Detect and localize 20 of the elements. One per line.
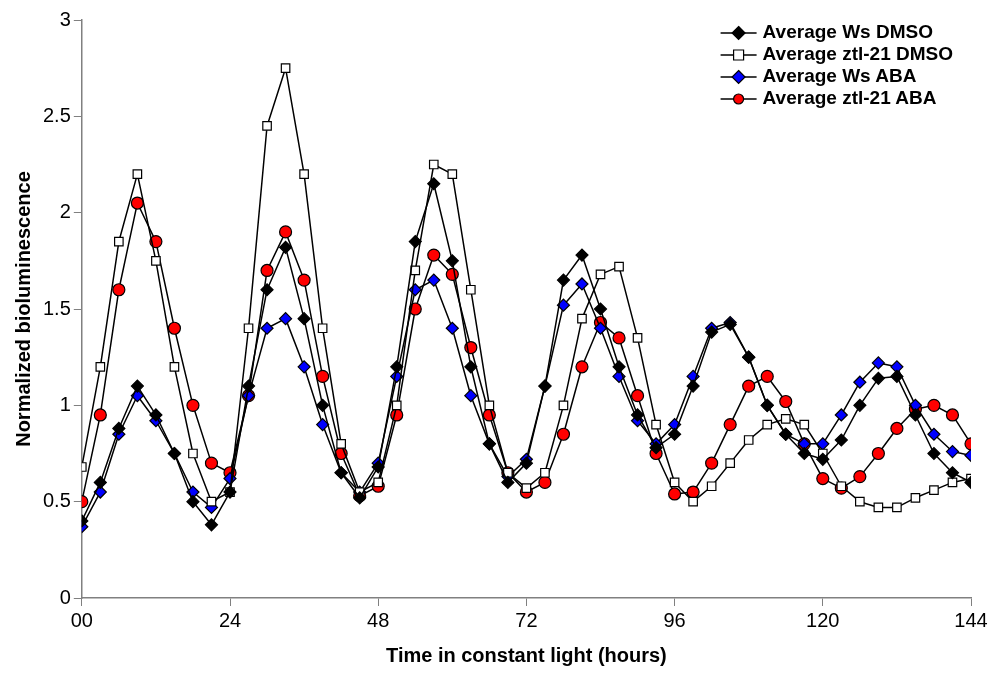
legend-label: Average ztl-21 DMSO — [762, 43, 954, 65]
y-tick-label: 1.5 — [42, 296, 71, 319]
y-axis-title: Normalized bioluminescence — [11, 171, 34, 447]
x-tick-label: 24 — [218, 608, 242, 631]
y-tick-label: 0.5 — [42, 489, 71, 512]
legend-label: Average Ws DMSO — [762, 21, 933, 43]
y-tick-label: 1 — [59, 392, 71, 415]
y-tick-label: 2.5 — [42, 103, 71, 126]
x-tick-label: 48 — [367, 608, 390, 631]
y-tick-label: 0 — [59, 585, 71, 608]
legend-label: Average ztl-21 ABA — [762, 87, 937, 109]
legend-label: Average Ws ABA — [762, 65, 917, 87]
x-tick-label: 72 — [515, 608, 538, 631]
y-tick-label: 3 — [59, 7, 71, 30]
x-tick-label: 96 — [663, 608, 686, 631]
y-tick-label: 2 — [59, 200, 71, 223]
x-tick-label: 00 — [70, 608, 93, 631]
x-tick-label: 144 — [954, 608, 988, 631]
x-axis-title: Time in constant light (hours) — [386, 643, 667, 666]
x-tick-label: 120 — [806, 608, 840, 631]
